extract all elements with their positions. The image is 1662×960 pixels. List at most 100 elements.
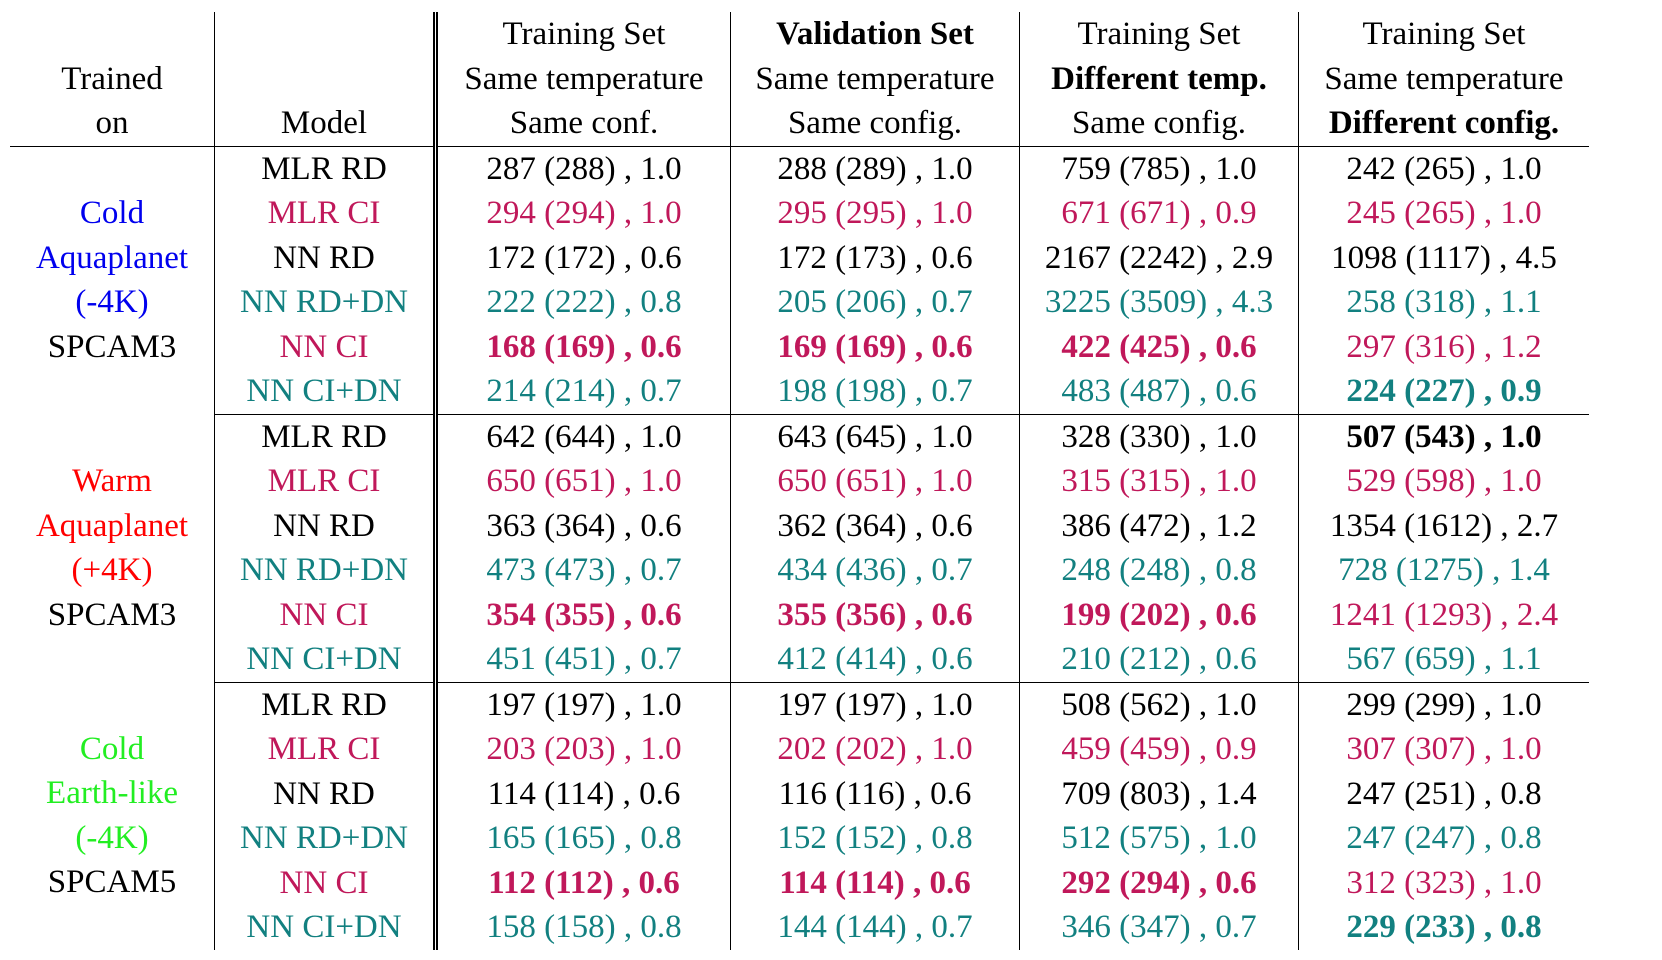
value-cell: 112 (112) , 0.6	[435, 860, 731, 905]
model-cell: NN RD+DN	[214, 816, 438, 861]
value-cell: 671 (671) , 0.9	[1019, 191, 1299, 236]
header-cell: Training Set Same temperature Same conf.	[435, 12, 731, 147]
value-cell: 202 (202) , 1.0	[730, 727, 1020, 772]
trained-on-line: (-4K)	[75, 819, 149, 856]
value-cell: 362 (364) , 0.6	[730, 503, 1020, 548]
table-row: NN CI 112 (112) , 0.6 114 (114) , 0.6 292 (…	[10, 860, 1589, 905]
value-cell: 224 (227) , 0.9	[1298, 369, 1589, 415]
value-cell: 709 (803) , 1.4	[1019, 771, 1299, 816]
model-cell: NN CI	[214, 860, 438, 905]
value-cell: 642 (644) , 1.0	[435, 414, 731, 459]
value-cell: 199 (202) , 0.6	[1019, 592, 1299, 637]
trained-on-line: (-4K)	[75, 284, 149, 321]
value-cell: 529 (598) , 1.0	[1346, 463, 1542, 499]
model-cell: MLR RD	[214, 146, 438, 191]
trained-on-line: (+4K)	[71, 552, 153, 588]
value-cell: 3225 (3509) , 4.3	[1019, 280, 1299, 325]
value-cell: 292 (294) , 0.6	[1019, 860, 1299, 905]
value-cell: 242 (265) , 1.0	[1346, 150, 1542, 187]
model-cell: NN CI+DN	[214, 637, 438, 683]
trained-on-line: SPCAM3	[47, 596, 177, 633]
table-row: MLR CI 294 (294) , 1.0 295 (295) , 1.0 671 …	[10, 191, 1589, 236]
model-cell: NN CI+DN	[214, 905, 438, 950]
value-cell: 412 (414) , 0.6	[730, 637, 1020, 683]
value-cell: 198 (198) , 0.7	[730, 369, 1020, 415]
value-cell: 1354 (1612) , 2.7	[1329, 507, 1559, 544]
header-line: Trained	[61, 60, 163, 97]
value-cell: 650 (651) , 1.0	[730, 459, 1020, 504]
header-line: Same conf.	[509, 105, 659, 141]
value-cell: 288 (289) , 1.0	[730, 146, 1020, 191]
value-cell: 229 (233) , 0.8	[1346, 909, 1542, 945]
value-cell: 214 (214) , 0.7	[435, 369, 731, 415]
header-line: Training Set	[1077, 16, 1241, 52]
value-cell: 247 (247) , 0.8	[1346, 820, 1542, 856]
header-cell: Trained on	[10, 12, 215, 147]
table-row: NN RD 363 (364) , 0.6 362 (364) , 0.6 386 (…	[10, 503, 1589, 548]
table-row: Warm Aquaplanet (+4K) SPCAM3 MLR RD 642 (644)…	[10, 414, 1589, 682]
value-cell: 197 (197) , 1.0	[730, 682, 1020, 727]
model-cell: NN RD+DN	[214, 280, 438, 325]
value-cell: 459 (459) , 0.9	[1019, 727, 1299, 772]
table-header: Trained on Model Training Set Same temperatu…	[10, 12, 1589, 147]
value-cell: 1241 (1293) , 2.4	[1329, 596, 1559, 633]
value-cell: 354 (355) , 0.6	[435, 592, 731, 637]
table-row: NN RD+DN 222 (222) , 0.8 205 (206) , 0.7 32…	[10, 280, 1589, 325]
value-cell: 210 (212) , 0.6	[1019, 637, 1299, 683]
value-cell: 245 (265) , 1.0	[1346, 195, 1542, 231]
model-cell: NN RD	[214, 771, 438, 816]
model-cell: NN CI+DN	[214, 369, 438, 415]
header-line: Different config.	[1328, 105, 1560, 141]
value-cell: 114 (114) , 0.6	[730, 860, 1020, 905]
table-row: NN RD+DN 473 (473) , 0.7 434 (436) , 0.7 24…	[10, 548, 1589, 593]
table-body: Cold Aquaplanet (-4K) SPCAM3 MLR RD 287 (288)…	[10, 146, 1589, 950]
value-cell: 169 (169) , 0.6	[730, 324, 1020, 369]
value-cell: 165 (165) , 0.8	[435, 816, 731, 861]
value-cell: 508 (562) , 1.0	[1019, 682, 1299, 727]
value-cell: 114 (114) , 0.6	[435, 771, 731, 816]
table-row: Cold Aquaplanet (-4K) SPCAM3 MLR RD 287 (288)…	[10, 146, 1589, 414]
value-cell: 222 (222) , 0.8	[435, 280, 731, 325]
value-cell: 643 (645) , 1.0	[730, 414, 1020, 459]
model-cell: MLR RD	[214, 414, 438, 459]
header-line: Model	[280, 105, 368, 141]
trained-on-cell: Cold Earth-like (-4K) SPCAM5	[10, 682, 215, 950]
value-cell: 295 (295) , 1.0	[730, 191, 1020, 236]
table-row: Cold Earth-like (-4K) SPCAM5 MLR RD 197 (197)…	[10, 682, 1589, 950]
table-row: NN CI+DN 451 (451) , 0.7 412 (414) , 0.6 21…	[10, 637, 1589, 683]
model-cell: NN RD	[214, 503, 438, 548]
value-cell: 203 (203) , 1.0	[435, 727, 731, 772]
model-cell: MLR CI	[214, 459, 438, 504]
results-table: Trained on Model Training Set Same temperatu…	[10, 12, 1589, 950]
model-cell: NN CI	[214, 592, 438, 637]
table-row: NN RD 114 (114) , 0.6 116 (116) , 0.6 709 (…	[10, 771, 1589, 816]
value-cell: 363 (364) , 0.6	[435, 503, 731, 548]
trained-on-line: Earth-like	[46, 775, 178, 812]
trained-on-line: Cold	[79, 730, 145, 767]
header-line: Same temperature	[755, 60, 995, 97]
trained-on-line: SPCAM5	[47, 864, 177, 901]
value-cell: 307 (307) , 1.0	[1346, 731, 1542, 767]
value-cell: 144 (144) , 0.7	[730, 905, 1020, 950]
value-cell: 299 (299) , 1.0	[1346, 686, 1542, 723]
header-line: Training Set	[502, 16, 666, 52]
value-cell: 294 (294) , 1.0	[435, 191, 731, 236]
value-cell: 512 (575) , 1.0	[1019, 816, 1299, 861]
value-cell: 328 (330) , 1.0	[1019, 414, 1299, 459]
header-line: on	[95, 105, 129, 141]
header-cell: Validation Set Same temperature Same confi…	[730, 12, 1020, 147]
trained-on-line: Aquaplanet	[35, 507, 189, 544]
table-row: NN CI 168 (169) , 0.6 169 (169) , 0.6 422 (…	[10, 324, 1589, 369]
value-cell: 247 (251) , 0.8	[1346, 775, 1542, 812]
header-line: Same temperature	[464, 60, 704, 97]
header-line: Validation Set	[776, 16, 974, 52]
table-row: NN RD 172 (172) , 0.6 172 (173) , 0.6 2167 …	[10, 235, 1589, 280]
table-row: MLR CI 650 (651) , 1.0 650 (651) , 1.0 315 …	[10, 459, 1589, 504]
value-cell: 205 (206) , 0.7	[730, 280, 1020, 325]
value-cell: 152 (152) , 0.8	[730, 816, 1020, 861]
value-cell: 507 (543) , 1.0	[1346, 418, 1542, 455]
value-cell: 248 (248) , 0.8	[1019, 548, 1299, 593]
value-cell: 197 (197) , 1.0	[435, 682, 731, 727]
value-cell: 473 (473) , 0.7	[435, 548, 731, 593]
